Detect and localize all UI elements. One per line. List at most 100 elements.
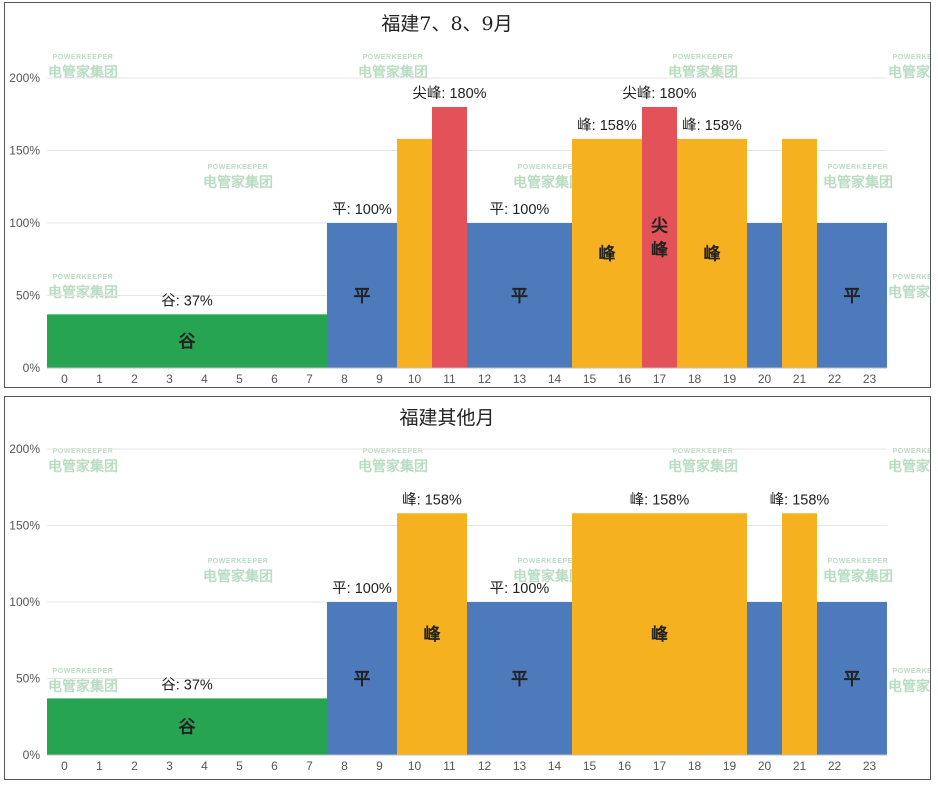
data-label: 平: 100%	[332, 202, 392, 218]
bar-平-22	[817, 602, 887, 755]
bar-谷-0	[47, 698, 327, 755]
chart-panel-other-months: POWERKEEPER 电管家集团 POWERKEEPER 电管家集团 POWERKEE…	[4, 396, 931, 780]
watermark-name: 电管家集团	[358, 64, 428, 80]
x-tick-label: 6	[271, 372, 278, 386]
bar-平-8	[327, 223, 397, 368]
bar-峰-18	[677, 138, 747, 368]
chart-svg: POWERKEEPER 电管家集团 POWERKEEPER 电管家集团 POWERKEE…	[9, 407, 930, 773]
watermark-name: 电管家集团	[668, 458, 738, 474]
x-tick-label: 16	[618, 372, 632, 386]
x-tick-label: 16	[618, 759, 632, 773]
data-label: 峰: 158%	[770, 491, 830, 508]
x-tick-label: 22	[828, 372, 842, 386]
x-tick-label: 14	[548, 372, 562, 386]
x-tick-label: 17	[653, 759, 667, 773]
x-tick-label: 0	[61, 372, 68, 386]
watermark-brand: POWERKEEPER	[53, 54, 114, 61]
x-tick-label: 20	[758, 372, 772, 386]
watermark-name: 电管家集团	[888, 64, 930, 80]
x-tick-label: 5	[236, 759, 243, 773]
watermark-brand: POWERKEEPER	[208, 558, 269, 565]
watermark-name: 电管家集团	[888, 678, 930, 694]
x-tick-label: 4	[201, 759, 208, 773]
bar-平-12	[467, 223, 572, 368]
x-tick-label: 23	[863, 759, 877, 773]
watermark-name: 电管家集团	[823, 174, 893, 190]
data-label: 峰: 158%	[630, 491, 690, 508]
watermark-brand: POWERKEEPER	[53, 668, 114, 675]
x-tick-label: 0	[61, 759, 68, 773]
bar-inner-label: 峰	[599, 243, 617, 264]
x-tick-label: 14	[548, 759, 562, 773]
chart-title: 福建其他月	[399, 407, 494, 429]
bar-inner-label: 平	[354, 670, 371, 690]
watermark-name: 电管家集团	[48, 64, 118, 80]
watermark-name: 电管家集团	[48, 284, 118, 300]
x-tick-label: 11	[443, 759, 456, 773]
data-label: 谷: 37%	[161, 292, 213, 309]
watermark-name: 电管家集团	[888, 284, 930, 300]
x-tick-label: 21	[793, 759, 807, 773]
x-tick-label: 7	[306, 372, 313, 386]
bar-inner-label: 峰	[651, 624, 669, 645]
watermark-name: 电管家集团	[358, 458, 428, 474]
bar-峰-21	[782, 138, 817, 368]
bar-平-20	[747, 223, 782, 368]
watermark-brand: POWERKEEPER	[673, 448, 734, 455]
data-label: 峰: 158%	[402, 491, 462, 508]
watermark-brand: POWERKEEPER	[363, 448, 424, 455]
bar-平-12	[467, 602, 572, 755]
bar-inner-label: 峰	[424, 624, 442, 645]
chart-panel-july-sept: POWERKEEPER 电管家集团 POWERKEEPER 电管家集团 POWERKEE…	[4, 2, 931, 388]
bar-峰-10	[397, 138, 432, 368]
x-tick-label: 13	[513, 759, 527, 773]
watermark-brand: POWERKEEPER	[893, 668, 930, 675]
bar-平-8	[327, 602, 397, 755]
y-tick-label: 100%	[9, 595, 40, 609]
bar-inner-label: 平	[844, 287, 861, 307]
bar-峰-10	[397, 513, 467, 755]
watermark-brand: POWERKEEPER	[208, 164, 269, 171]
x-tick-label: 9	[376, 372, 383, 386]
data-label: 峰: 158%	[682, 117, 742, 134]
x-tick-label: 22	[828, 759, 842, 773]
data-label: 尖峰: 180%	[622, 85, 696, 102]
watermark-name: 电管家集团	[203, 568, 273, 584]
x-tick-label: 20	[758, 759, 772, 773]
x-tick-label: 5	[236, 372, 243, 386]
x-tick-label: 1	[96, 759, 103, 773]
bar-inner-label: 峰	[651, 240, 669, 261]
bar-峰-21	[782, 513, 817, 755]
y-tick-label: 200%	[9, 442, 40, 456]
x-tick-label: 4	[201, 372, 208, 386]
x-tick-label: 1	[96, 372, 103, 386]
y-tick-label: 50%	[16, 289, 40, 303]
data-label: 平: 100%	[332, 581, 392, 597]
watermark-name: 电管家集团	[668, 64, 738, 80]
x-tick-label: 10	[408, 372, 422, 386]
bar-inner-label: 平	[511, 287, 528, 307]
x-tick-label: 2	[131, 759, 138, 773]
chart-title: 福建7、8、9月	[381, 13, 512, 35]
bar-inner-label: 尖	[651, 216, 669, 237]
bar-inner-label: 平	[844, 670, 861, 690]
bar-平-20	[747, 602, 782, 755]
x-tick-label: 15	[583, 372, 597, 386]
bar-谷-0	[47, 314, 327, 368]
data-label: 尖峰: 180%	[412, 85, 486, 102]
y-tick-label: 150%	[9, 144, 40, 158]
watermark-brand: POWERKEEPER	[893, 54, 930, 61]
x-tick-label: 8	[341, 372, 348, 386]
watermark-brand: POWERKEEPER	[53, 448, 114, 455]
bar-尖峰-17	[642, 107, 677, 368]
watermark-brand: POWERKEEPER	[893, 274, 930, 281]
watermark-name: 电管家集团	[513, 568, 583, 584]
x-tick-label: 18	[688, 759, 702, 773]
x-tick-label: 17	[653, 372, 667, 386]
x-tick-label: 8	[341, 759, 348, 773]
x-tick-label: 19	[723, 372, 737, 386]
bar-峰-15	[572, 138, 642, 368]
x-tick-label: 7	[306, 759, 313, 773]
watermark-brand: POWERKEEPER	[363, 54, 424, 61]
x-tick-label: 3	[166, 372, 173, 386]
